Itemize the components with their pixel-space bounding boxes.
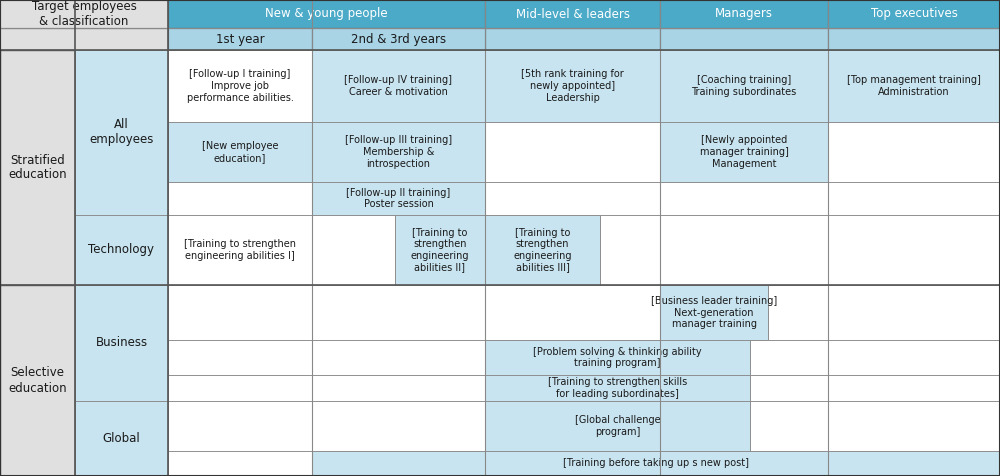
Text: [Follow-up IV training]
Career & motivation: [Follow-up IV training] Career & motivat…: [344, 75, 452, 97]
Text: [Training to
strengthen
engineering
abilities II]: [Training to strengthen engineering abil…: [411, 228, 469, 272]
Bar: [168, 340, 485, 375]
Bar: [750, 401, 1000, 451]
Bar: [485, 182, 660, 215]
Text: Managers: Managers: [715, 8, 773, 20]
Text: [Coaching training]
Training subordinates: [Coaching training] Training subordinate…: [691, 75, 797, 97]
Bar: [168, 401, 485, 451]
Bar: [0, 50, 75, 285]
Bar: [828, 215, 1000, 285]
Bar: [485, 122, 660, 182]
Bar: [168, 285, 660, 340]
Text: [Global challenge
program]: [Global challenge program]: [575, 415, 660, 437]
Bar: [660, 28, 828, 50]
Bar: [0, 285, 75, 476]
Text: [Training to
strengthen
engineering
abilities III]: [Training to strengthen engineering abil…: [513, 228, 572, 272]
Text: [Top management training]
Administration: [Top management training] Administration: [847, 75, 981, 97]
Text: [Follow-up III training]
Membership &
introspection: [Follow-up III training] Membership & in…: [345, 135, 452, 169]
Bar: [312, 451, 1000, 476]
Bar: [395, 215, 485, 285]
Bar: [828, 0, 1000, 28]
Bar: [168, 0, 485, 28]
Bar: [660, 182, 828, 215]
Bar: [75, 401, 168, 476]
Bar: [485, 215, 600, 285]
Bar: [660, 215, 828, 285]
Bar: [660, 285, 768, 340]
Text: New & young people: New & young people: [265, 8, 388, 20]
Bar: [485, 401, 750, 451]
Text: Top executives: Top executives: [871, 8, 957, 20]
Bar: [828, 122, 1000, 182]
Bar: [312, 28, 485, 50]
Bar: [0, 0, 168, 28]
Text: All
employees: All employees: [89, 119, 154, 147]
Bar: [768, 285, 1000, 340]
Text: [Problem solving & thinking ability
training program]: [Problem solving & thinking ability trai…: [533, 347, 702, 368]
Text: [Business leader training]
Next-generation
manager training: [Business leader training] Next-generati…: [651, 296, 777, 329]
Bar: [168, 182, 312, 215]
Text: [Training to strengthen skills
for leading subordinates]: [Training to strengthen skills for leadi…: [548, 377, 687, 399]
Bar: [168, 215, 312, 285]
Bar: [168, 375, 485, 401]
Bar: [312, 182, 485, 215]
Text: [Training before taking up s new post]: [Training before taking up s new post]: [563, 458, 749, 468]
Text: 2nd & 3rd years: 2nd & 3rd years: [351, 32, 446, 46]
Bar: [312, 122, 485, 182]
Bar: [828, 28, 1000, 50]
Bar: [75, 215, 168, 285]
Bar: [485, 28, 660, 50]
Text: 1st year: 1st year: [216, 32, 264, 46]
Bar: [750, 375, 1000, 401]
Bar: [75, 50, 168, 215]
Bar: [485, 0, 660, 28]
Bar: [660, 122, 828, 182]
Bar: [312, 50, 485, 122]
Bar: [0, 28, 168, 50]
Text: [Newly appointed
manager training]
Management: [Newly appointed manager training] Manag…: [700, 135, 788, 169]
Bar: [828, 50, 1000, 122]
Bar: [600, 215, 660, 285]
Text: Global: Global: [103, 432, 140, 445]
Bar: [168, 50, 312, 122]
Text: Technology: Technology: [88, 244, 154, 257]
Bar: [168, 28, 312, 50]
Bar: [660, 50, 828, 122]
Bar: [485, 50, 660, 122]
Text: [Training to strengthen
engineering abilities I]: [Training to strengthen engineering abil…: [184, 239, 296, 261]
Bar: [750, 340, 1000, 375]
Text: Mid-level & leaders: Mid-level & leaders: [516, 8, 630, 20]
Bar: [660, 0, 828, 28]
Bar: [168, 451, 312, 476]
Text: Selective
education: Selective education: [8, 367, 67, 395]
Text: Stratified
education: Stratified education: [8, 153, 67, 181]
Text: [New employee
education]: [New employee education]: [202, 141, 278, 163]
Bar: [75, 285, 168, 401]
Bar: [168, 122, 312, 182]
Text: [Follow-up II training]
Poster session: [Follow-up II training] Poster session: [346, 188, 451, 209]
Bar: [312, 215, 395, 285]
Text: [Follow-up I training]
Improve job
performance abilities.: [Follow-up I training] Improve job perfo…: [187, 69, 293, 103]
Text: Business: Business: [95, 337, 148, 349]
Bar: [485, 375, 750, 401]
Bar: [828, 182, 1000, 215]
Bar: [485, 340, 750, 375]
Text: Target employees
& classification: Target employees & classification: [32, 0, 136, 28]
Text: [5th rank training for
newly appointed]
Leadership: [5th rank training for newly appointed] …: [521, 69, 624, 103]
